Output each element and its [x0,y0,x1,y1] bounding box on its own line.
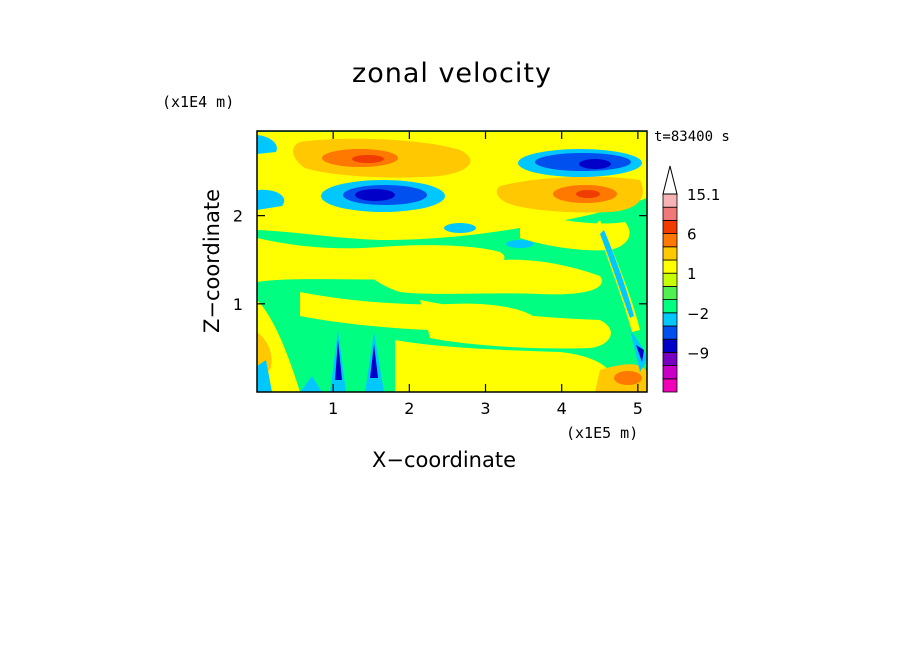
colorbar-swatch [662,325,678,340]
y-axis-ticks: 12 [233,207,647,314]
colorbar-label: −9 [687,344,709,362]
colorbar-swatch [662,299,678,314]
colorbar-swatch [662,259,678,274]
colorbar-swatch [662,272,678,287]
colorbar-label: 1 [687,265,697,283]
plot-area [257,131,647,392]
colorbar-swatch [662,338,678,353]
x-tick-label: 2 [404,399,414,418]
x-tick-label: 1 [328,399,338,418]
x-axis-unit: (x1E5 m) [566,424,639,442]
colorbar: 15.1 6 1 −2 −9 [662,165,720,393]
colorbar-swatch [662,351,678,366]
colorbar-swatch [662,193,678,208]
colorbar-label: 6 [687,226,697,244]
field-lower-waves [257,220,647,392]
y-tick-label: 2 [233,207,243,226]
colorbar-label: 15.1 [687,186,720,204]
x-tick-label: 5 [633,399,643,418]
colorbar-swatch [662,312,678,327]
x-tick-label: 4 [557,399,567,418]
field-darkblue-cores [355,159,611,201]
chart-title: zonal velocity [352,58,552,89]
colorbar-swatch [662,233,678,248]
plot-frame [256,130,648,393]
field-red-cores [352,155,600,198]
colorbar-extend-arrow [662,165,678,195]
colorbar-swatch [662,206,678,221]
time-annotation: t=83400 s [654,129,730,145]
colorbar-label: −2 [687,305,709,323]
colorbar-swatch [662,378,678,393]
x-axis-ticks: 1 2 3 4 5 [328,131,643,418]
x-axis-label: X−coordinate [372,448,516,472]
colorbar-swatch [662,219,678,234]
colorbar-swatch [662,246,678,261]
colorbar-swatch [662,285,678,300]
colorbar-swatch [662,365,678,380]
y-tick-label: 1 [233,295,243,314]
y-axis-unit: (x1E4 m) [162,93,235,111]
x-tick-label: 3 [480,399,490,418]
